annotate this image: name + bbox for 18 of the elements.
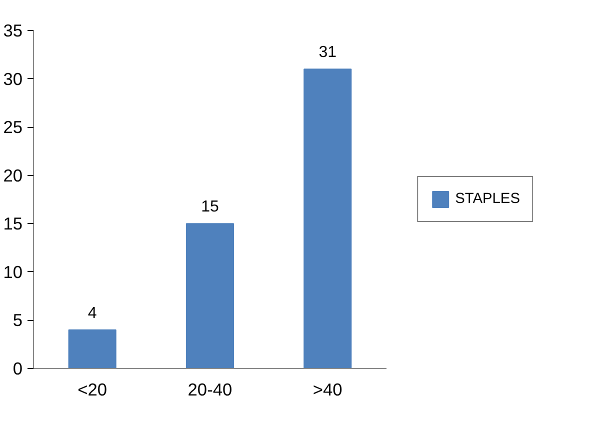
x-tick-label: 20-40	[188, 380, 232, 400]
y-tick-label: 25	[3, 117, 23, 138]
y-tick-label: 5	[12, 310, 23, 330]
bar	[186, 223, 234, 368]
y-tick-label: 15	[3, 214, 23, 234]
bar	[304, 68, 352, 368]
legend-label: STAPLES	[455, 191, 520, 207]
y-tick-label: 35	[3, 20, 23, 40]
bar	[68, 329, 116, 368]
data-label: 15	[201, 198, 219, 216]
y-tick-label: 0	[12, 358, 23, 378]
data-label: 4	[88, 304, 97, 322]
y-tick-label: 30	[3, 68, 23, 89]
data-label: 31	[318, 44, 337, 62]
x-tick-label: <20	[78, 380, 108, 400]
y-tick-label: 10	[3, 262, 23, 282]
x-tick-label: >40	[312, 380, 342, 400]
y-tick-label: 20	[3, 165, 23, 186]
